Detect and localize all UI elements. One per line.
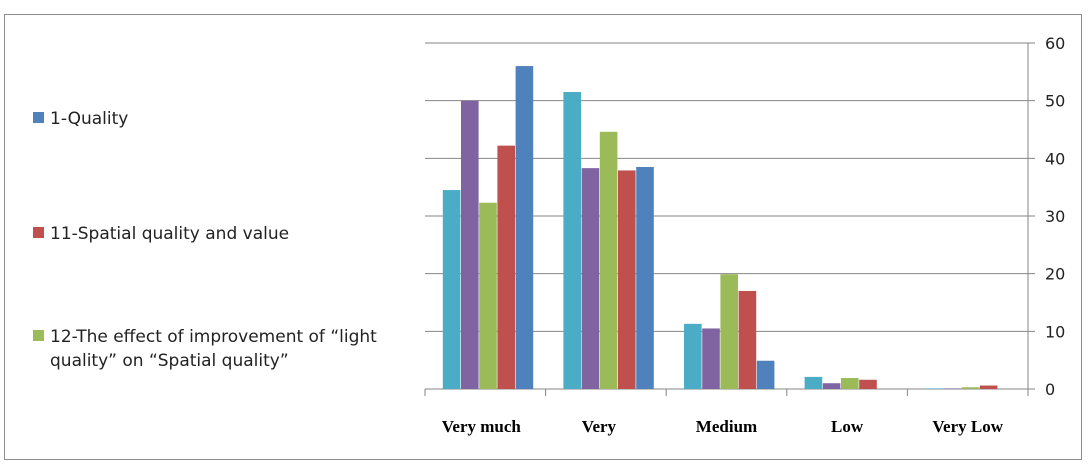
bar <box>497 145 515 389</box>
bars <box>442 66 998 390</box>
y-tick-label: 50 <box>1045 92 1065 111</box>
legend-label-spatial-quality: 11-Spatial quality and value <box>50 224 290 244</box>
legend-swatch-light-effect <box>33 330 44 341</box>
bar <box>442 190 461 389</box>
legend-swatch-quality <box>33 112 44 123</box>
bar <box>599 131 618 389</box>
y-tick-label: 0 <box>1045 380 1055 399</box>
x-tick-label: Medium <box>696 417 757 436</box>
y-tick-label: 10 <box>1045 322 1065 341</box>
y-tick-label: 40 <box>1045 149 1065 168</box>
legend-item-light-effect: 12-The effect of improvement of “light q… <box>33 325 410 373</box>
bar <box>979 385 998 389</box>
x-tick-label: Very much <box>442 417 522 436</box>
y-tick-label: 30 <box>1045 207 1065 226</box>
bar <box>720 274 738 389</box>
bar <box>822 383 841 389</box>
bar <box>925 388 943 389</box>
bar <box>702 328 720 389</box>
bar <box>841 378 859 389</box>
bar <box>618 170 636 389</box>
bar <box>563 92 581 390</box>
axes: 0 10 20 30 40 50 60 Very much Very Medium Low Very … <box>424 34 1065 436</box>
bar <box>943 388 961 389</box>
y-tick-label: 60 <box>1045 34 1065 53</box>
bar <box>461 100 479 390</box>
y-tick-label: 20 <box>1045 265 1065 284</box>
bar <box>581 168 600 389</box>
legend-label-light-effect: 12-The effect of improvement of “light q… <box>50 327 377 371</box>
bar <box>756 360 775 389</box>
bar <box>804 376 823 389</box>
chart-frame: 1-Quality 11-Spatial quality and value 1… <box>4 14 1082 460</box>
bar <box>738 290 757 389</box>
legend-item-spatial-quality: 11-Spatial quality and value <box>33 222 410 246</box>
legend-label-quality: 1-Quality <box>50 109 129 129</box>
x-tick-label: Very <box>582 417 617 436</box>
bar <box>515 66 534 390</box>
bar <box>961 387 980 389</box>
bar <box>636 166 654 389</box>
bar <box>479 202 497 389</box>
bar <box>859 379 877 389</box>
legend-item-quality: 1-Quality <box>33 107 410 131</box>
x-tick-label: Very Low <box>932 417 1003 436</box>
x-tick-label: Low <box>831 417 864 436</box>
legend-swatch-spatial-quality <box>33 227 44 238</box>
bar <box>684 323 702 389</box>
